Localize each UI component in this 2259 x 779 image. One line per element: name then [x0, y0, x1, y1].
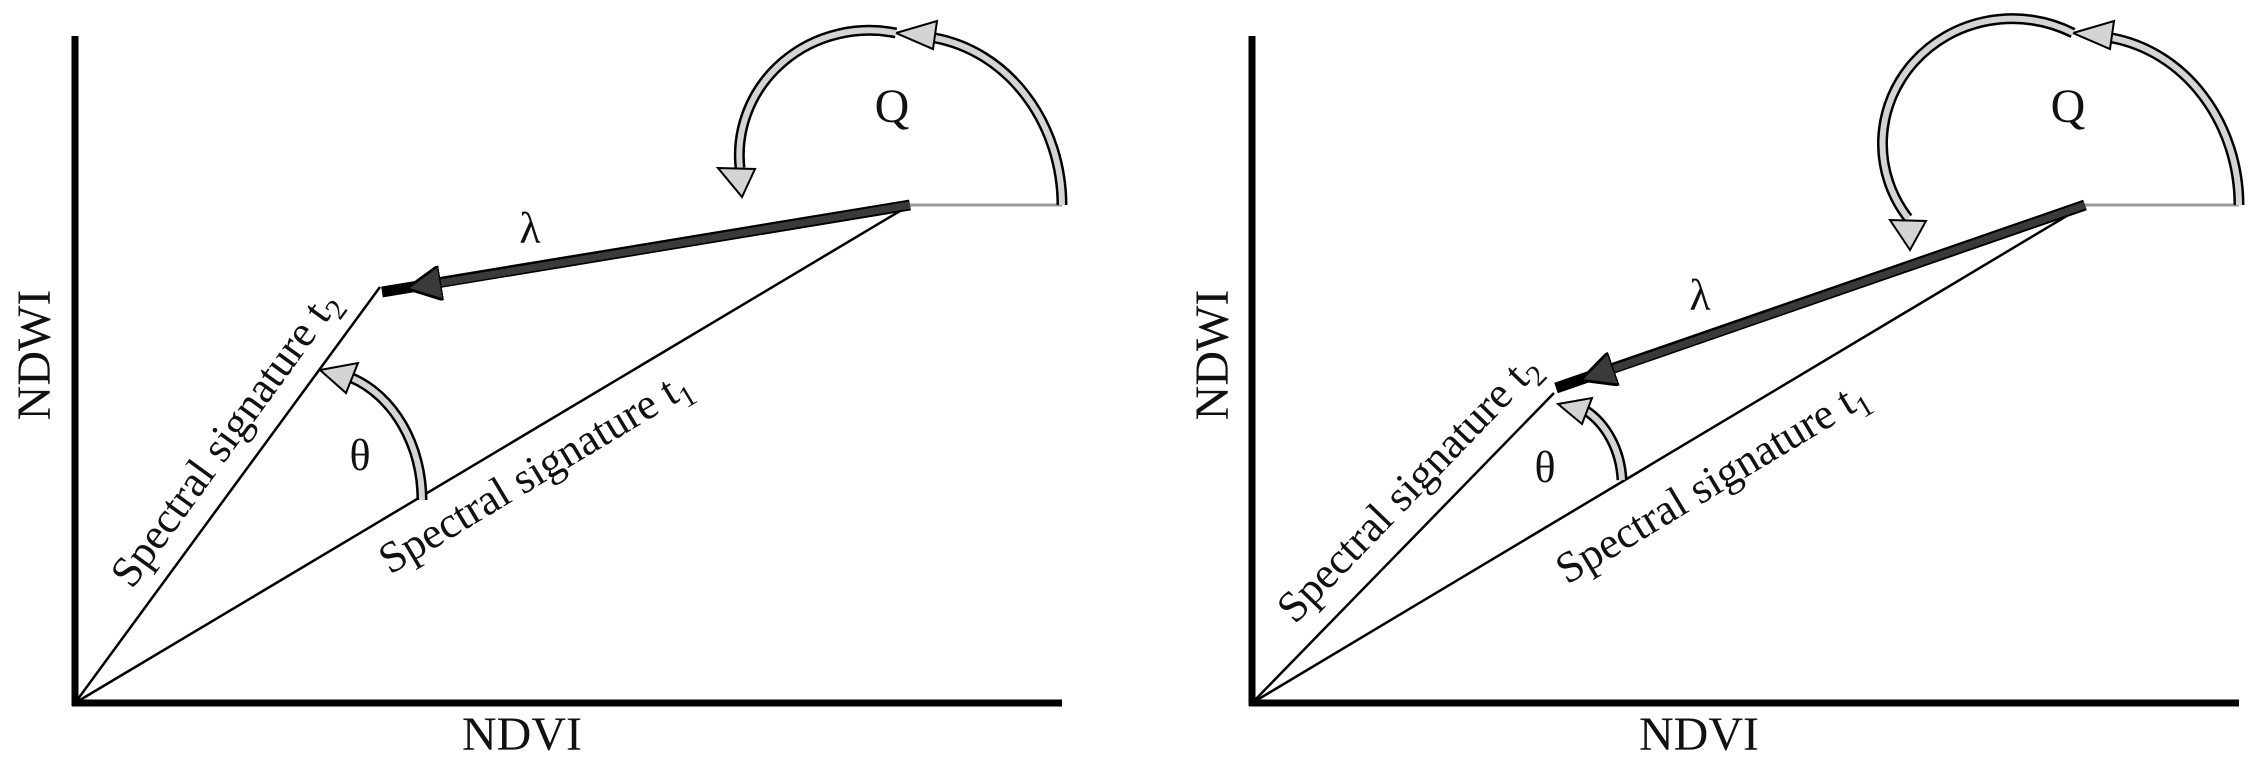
q-label: Q	[2051, 80, 2086, 133]
theta-arc-arrow	[1558, 398, 1622, 480]
q-label: Q	[875, 80, 910, 133]
change-vector-arrow	[1584, 205, 2085, 379]
spectral-vector-t2	[1252, 393, 1554, 703]
theta-label: θ	[1534, 443, 1555, 492]
left-panel: NDVI NDWI θ λ Q Spectral signature t2 Sp…	[8, 21, 1062, 761]
x-axis-label: NDVI	[1639, 708, 1759, 761]
spectral-signature-t1-label: Spectral signature t1	[1547, 369, 1880, 600]
spectral-vector-t1	[1252, 205, 2085, 703]
y-axis-label: NDWI	[8, 290, 61, 421]
lambda-label: λ	[1689, 271, 1711, 320]
theta-label: θ	[349, 431, 370, 480]
spectral-signature-t2-label: Spectral signature t2	[100, 280, 354, 600]
lambda-label: λ	[519, 204, 541, 253]
spectral-signature-t2-label: Spectral signature t2	[1267, 343, 1554, 637]
x-axis-label: NDVI	[462, 708, 582, 761]
y-axis-label: NDWI	[1186, 290, 1239, 421]
right-panel: NDVI NDWI θ λ Q Spectral signature t2 Sp…	[1186, 19, 2239, 761]
change-vector-arrow	[410, 205, 910, 288]
theta-arc-arrow	[320, 363, 422, 500]
spectral-vector-t2	[75, 287, 380, 703]
